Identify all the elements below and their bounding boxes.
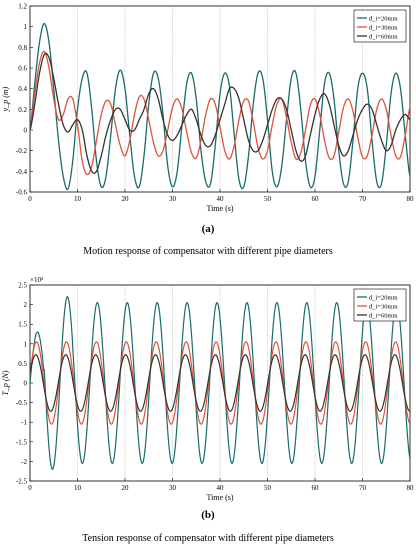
series-line xyxy=(30,52,410,174)
x-tick-label: 80 xyxy=(407,484,415,492)
y-tick-label: -2.5 xyxy=(16,478,28,486)
y-tick-label: 1 xyxy=(24,23,28,31)
y-tick-label: 0 xyxy=(24,127,28,135)
y-tick-label: 2.5 xyxy=(18,282,27,290)
series-line xyxy=(30,341,410,425)
x-tick-label: 0 xyxy=(28,195,32,203)
y-tick-label: 2 xyxy=(24,301,28,309)
y-tick-label: -0.4 xyxy=(16,168,28,176)
x-tick-label: 50 xyxy=(264,484,272,492)
y-tick-label: -2 xyxy=(21,458,27,466)
y-multiplier: ×10⁵ xyxy=(30,276,44,284)
legend-box xyxy=(353,288,407,322)
x-tick-label: 60 xyxy=(312,195,320,203)
panel-label-a: (a) xyxy=(201,223,215,235)
y-tick-label: -1 xyxy=(21,419,27,427)
legend-box xyxy=(353,9,407,43)
x-tick-label: 30 xyxy=(169,195,177,203)
chart-panel-b: 0 10 20 30 40 50 60 70 80 -2.5 -2 -1.5 -1 -0.5 0 0.5 1 1.… xyxy=(0,275,416,550)
legend-label: d_i=60mm xyxy=(369,33,398,40)
y-axis-label: y_p (m) xyxy=(1,86,10,112)
x-tick-label: 30 xyxy=(169,484,177,492)
x-tick-label: 80 xyxy=(407,195,415,203)
x-tick-label: 0 xyxy=(28,484,32,492)
y-tick-label: 0.6 xyxy=(18,65,27,73)
series-line xyxy=(30,50,410,176)
legend-label: d_i=30mm xyxy=(369,303,398,310)
x-tick-label: 20 xyxy=(122,195,130,203)
legend-label: d_i=20mm xyxy=(369,15,398,22)
y-tick-label: 0 xyxy=(24,380,28,388)
x-tick-label: 20 xyxy=(122,484,130,492)
y-tick-label: 0.5 xyxy=(18,360,27,368)
x-tick-label: 70 xyxy=(359,484,367,492)
x-axis-label: Time (s) xyxy=(206,204,233,213)
x-tick-label: 40 xyxy=(217,484,225,492)
y-tick-label: 1.5 xyxy=(18,321,27,329)
x-tick-label: 10 xyxy=(74,195,82,203)
y-axis-label: T_p (N) xyxy=(1,370,10,395)
x-tick-label: 10 xyxy=(74,484,82,492)
y-tick-label: 0.8 xyxy=(18,44,27,52)
legend-label: d_i=20mm xyxy=(369,294,398,301)
y-tick-label: -0.5 xyxy=(16,399,28,407)
y-tick-label: 0.4 xyxy=(18,85,27,93)
caption-b: Tension response of compensator with dif… xyxy=(82,533,334,544)
x-tick-label: 70 xyxy=(359,195,367,203)
series-line xyxy=(30,354,410,412)
caption-a: Motion response of compensator with diff… xyxy=(83,246,333,257)
series-line xyxy=(30,22,410,191)
y-tick-label: 0.2 xyxy=(18,106,27,114)
legend-label: d_i=30mm xyxy=(369,24,398,31)
series-line xyxy=(30,296,410,470)
y-tick-label: 1 xyxy=(24,340,28,348)
legend-label: d_i=60mm xyxy=(369,312,398,319)
x-tick-label: 50 xyxy=(264,195,272,203)
x-axis-label: Time (s) xyxy=(206,493,233,502)
x-tick-label: 60 xyxy=(312,484,320,492)
panel-label-b: (b) xyxy=(201,509,215,521)
y-tick-label: 1.2 xyxy=(18,3,27,11)
tension-response-chart: 0 10 20 30 40 50 60 70 80 -2.5 -2 -1.5 -1 -0.5 0 0.5 1 1.… xyxy=(1,276,415,502)
y-tick-label: -1.5 xyxy=(16,438,28,446)
x-tick-label: 40 xyxy=(217,195,225,203)
y-tick-label: -0.2 xyxy=(16,147,28,155)
motion-response-chart: 0 10 20 30 40 50 60 70 80 -0.6 -0.4 -0.2 0 0.2 0.4 0.6 0… xyxy=(1,3,415,214)
chart-panel-a: 0 10 20 30 40 50 60 70 80 -0.6 -0.4 -0.2 0 0.2 0.4 0.6 0… xyxy=(1,3,415,258)
y-tick-label: -0.6 xyxy=(16,189,28,197)
